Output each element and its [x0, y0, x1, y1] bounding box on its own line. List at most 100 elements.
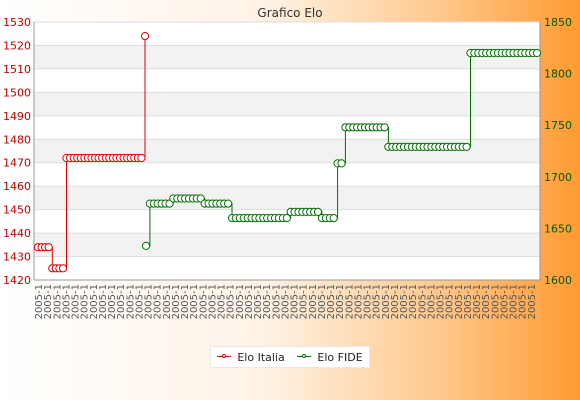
- series-elo-fide-point: [313, 207, 323, 216]
- x-tick-label: 2005-1: [308, 284, 319, 319]
- x-tick-label: 2005-1: [262, 284, 273, 319]
- x-tick-label: 2005-1: [80, 284, 91, 319]
- left-tick-label: 1530: [3, 16, 31, 29]
- x-tick-label: 2005-1: [207, 284, 218, 319]
- right-axis-ticks: 1600 1650 1700 1750 1800 1850: [544, 16, 572, 287]
- legend-label-elo-fide: Elo FIDE: [317, 350, 363, 364]
- series-elo-italia-point: [137, 153, 146, 163]
- left-tick-label: 1450: [3, 204, 31, 217]
- series-elo-fide-point: [141, 241, 151, 250]
- series-elo-italia-point: [58, 264, 68, 273]
- right-tick-label: 1800: [544, 68, 572, 81]
- x-tick-label: 2005-1: [344, 284, 355, 319]
- left-tick-label: 1440: [3, 227, 31, 240]
- left-tick-label: 1480: [3, 133, 31, 146]
- x-tick-label: 2005-1: [34, 284, 45, 319]
- series-elo-fide-point: [224, 199, 233, 208]
- x-tick-label: 2005-1: [481, 284, 492, 319]
- right-tick-label: 1600: [544, 274, 572, 287]
- series-elo-fide-point: [532, 48, 542, 58]
- chart-title: Grafico Elo: [257, 6, 322, 20]
- x-tick-label: 2005-1: [71, 284, 82, 319]
- x-tick-label: 2005-1: [436, 284, 447, 319]
- x-tick-label: 2005-1: [454, 284, 465, 319]
- x-tick-label: 2005-1: [180, 284, 191, 319]
- x-tick-label: 2005-1: [290, 284, 301, 319]
- x-axis-ticks: 2005-12005-12005-12005-12005-12005-12005…: [34, 284, 538, 319]
- legend-item-elo-fide[interactable]: Elo FIDE: [297, 350, 363, 364]
- grid-band: [34, 233, 540, 257]
- x-tick-label: 2005-1: [317, 284, 328, 319]
- series-elo-italia-point: [140, 32, 150, 41]
- x-tick-label: 2005-1: [408, 284, 419, 319]
- x-tick-label: 2005-1: [61, 284, 72, 319]
- series-elo-fide-point: [462, 142, 471, 151]
- left-tick-label: 1520: [3, 39, 31, 52]
- left-tick-label: 1420: [3, 274, 31, 287]
- x-tick-label: 2005-1: [253, 284, 264, 319]
- series-elo-italia-point: [44, 243, 53, 252]
- series-layer: [33, 32, 542, 273]
- series-elo-fide-point: [329, 214, 338, 223]
- x-tick-label: 2005-1: [381, 284, 392, 319]
- x-tick-label: 2005-1: [171, 284, 182, 319]
- x-tick-label: 2005-1: [217, 284, 228, 319]
- x-tick-label: 2005-1: [354, 284, 365, 319]
- left-tick-label: 1510: [3, 63, 31, 76]
- x-tick-label: 2005-1: [189, 284, 200, 319]
- x-tick-label: 2005-1: [518, 284, 529, 319]
- x-tick-label: 2005-1: [226, 284, 237, 319]
- x-tick-label: 2005-1: [472, 284, 483, 319]
- legend-swatch-elo-fide: [297, 353, 312, 361]
- legend: Elo Italia Elo FIDE: [210, 346, 370, 368]
- right-tick-label: 1750: [544, 119, 572, 132]
- plot-background: [33, 21, 541, 281]
- x-tick-label: 2005-1: [326, 284, 337, 319]
- x-tick-label: 2005-1: [153, 284, 164, 319]
- x-tick-label: 2005-1: [125, 284, 136, 319]
- x-tick-label: 2005-1: [271, 284, 282, 319]
- x-tick-label: 2005-1: [116, 284, 127, 319]
- series-elo-fide-point: [337, 159, 346, 168]
- left-tick-label: 1470: [3, 157, 31, 170]
- legend-item-elo-italia[interactable]: Elo Italia: [217, 350, 285, 364]
- legend-label-elo-italia: Elo Italia: [237, 350, 285, 364]
- x-tick-label: 2005-1: [98, 284, 109, 319]
- series-elo-fide-point: [380, 123, 389, 132]
- x-tick-label: 2005-1: [235, 284, 246, 319]
- x-tick-label: 2005-1: [198, 284, 209, 319]
- right-tick-label: 1700: [544, 171, 572, 184]
- x-tick-label: 2005-1: [244, 284, 255, 319]
- x-tick-label: 2005-1: [162, 284, 173, 319]
- x-tick-label: 2005-1: [417, 284, 428, 319]
- right-tick-label: 1650: [544, 222, 572, 235]
- grid-band: [34, 45, 540, 69]
- series-elo-fide: [141, 48, 542, 250]
- x-tick-label: 2005-1: [43, 284, 54, 319]
- legend-swatch-elo-italia: [217, 353, 232, 361]
- right-tick-label: 1850: [544, 16, 572, 29]
- left-tick-label: 1460: [3, 180, 31, 193]
- x-tick-label: 2005-1: [89, 284, 100, 319]
- x-tick-label: 2005-1: [500, 284, 511, 319]
- series-elo-italia: [33, 32, 150, 273]
- x-tick-label: 2005-1: [463, 284, 474, 319]
- x-tick-label: 2005-1: [372, 284, 383, 319]
- left-tick-label: 1430: [3, 251, 31, 264]
- x-tick-label: 2005-1: [490, 284, 501, 319]
- left-tick-label: 1500: [3, 86, 31, 99]
- x-tick-label: 2005-1: [107, 284, 118, 319]
- left-tick-label: 1490: [3, 110, 31, 123]
- x-tick-label: 2005-1: [427, 284, 438, 319]
- x-tick-label: 2005-1: [144, 284, 155, 319]
- series-elo-fide-point: [282, 214, 291, 223]
- x-tick-label: 2005-1: [52, 284, 63, 319]
- x-tick-label: 2005-1: [280, 284, 291, 319]
- x-tick-label: 2005-1: [299, 284, 310, 319]
- x-tick-label: 2005-1: [509, 284, 520, 319]
- x-tick-label: 2005-1: [399, 284, 410, 319]
- x-tick-label: 2005-1: [134, 284, 145, 319]
- grid-band: [34, 92, 540, 116]
- grid-band: [34, 186, 540, 210]
